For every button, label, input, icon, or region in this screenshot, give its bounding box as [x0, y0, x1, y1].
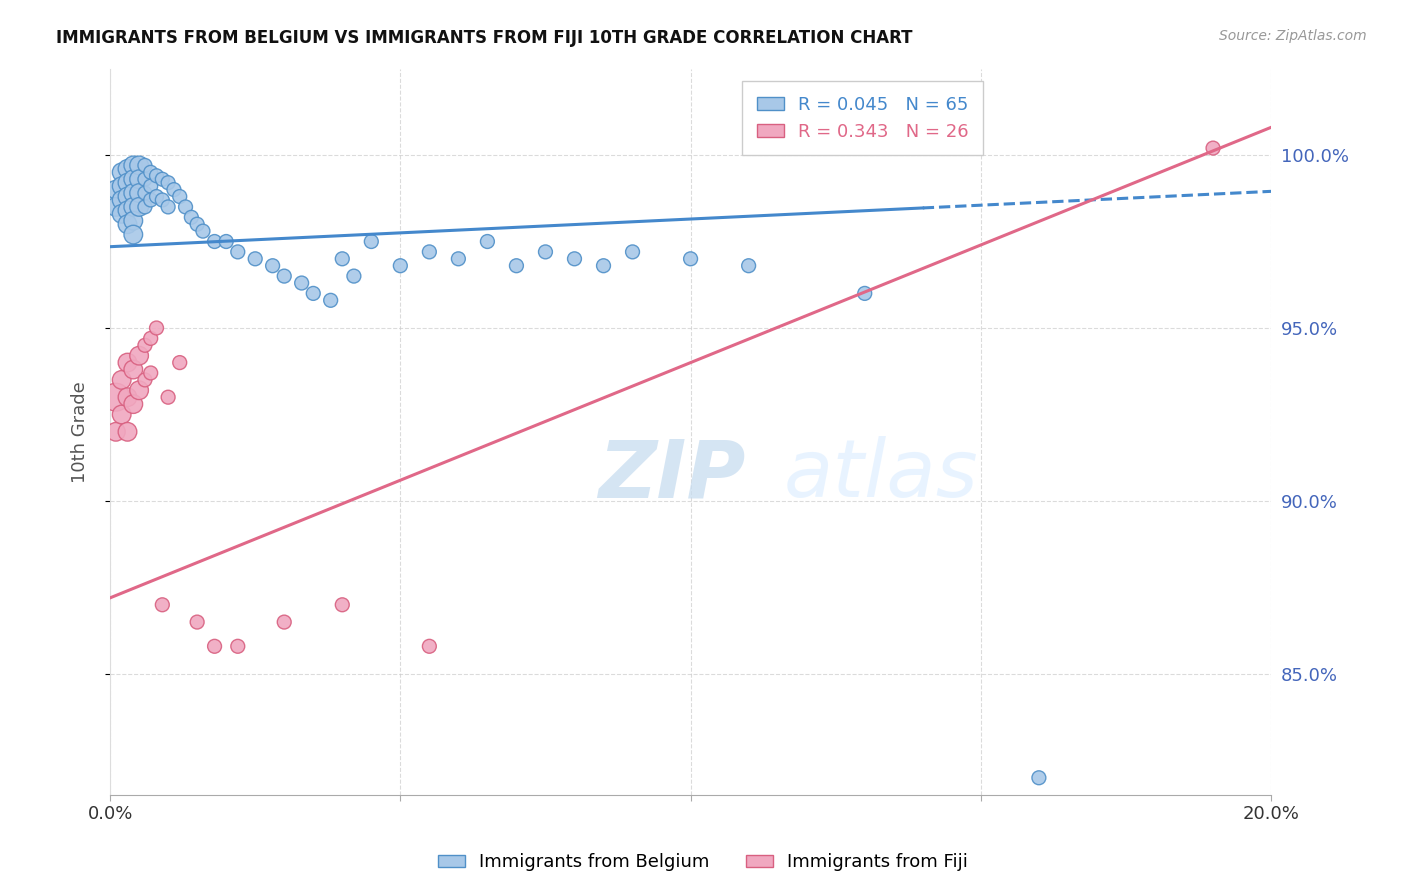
Point	[134, 373, 156, 387]
Point	[104, 390, 127, 404]
Point	[291, 276, 314, 290]
Legend: R = 0.045   N = 65, R = 0.343   N = 26: R = 0.045 N = 65, R = 0.343 N = 26	[742, 81, 983, 155]
Point	[592, 259, 614, 273]
Point	[180, 211, 202, 225]
Point	[621, 244, 644, 259]
Point	[1202, 141, 1225, 155]
Point	[104, 425, 127, 439]
Point	[117, 217, 139, 231]
Point	[122, 158, 145, 172]
Point	[128, 200, 150, 214]
Point	[111, 408, 134, 422]
Point	[302, 286, 325, 301]
Legend: Immigrants from Belgium, Immigrants from Fiji: Immigrants from Belgium, Immigrants from…	[430, 847, 976, 879]
Point	[1028, 771, 1050, 785]
Point	[117, 355, 139, 369]
Point	[273, 269, 295, 284]
Point	[186, 615, 208, 629]
Point	[204, 640, 226, 654]
Point	[122, 362, 145, 376]
Point	[128, 349, 150, 363]
Point	[104, 200, 127, 214]
Point	[117, 161, 139, 176]
Point	[169, 355, 191, 369]
Point	[111, 193, 134, 207]
Point	[111, 165, 134, 179]
Point	[163, 183, 186, 197]
Point	[319, 293, 342, 308]
Point	[134, 186, 156, 200]
Y-axis label: 10th Grade: 10th Grade	[72, 381, 89, 483]
Point	[853, 286, 876, 301]
Point	[226, 244, 249, 259]
Point	[122, 186, 145, 200]
Point	[157, 200, 180, 214]
Point	[139, 366, 162, 380]
Point	[117, 189, 139, 203]
Point	[262, 259, 284, 273]
Point	[477, 235, 499, 249]
Point	[157, 390, 180, 404]
Point	[128, 172, 150, 186]
Point	[122, 172, 145, 186]
Point	[139, 179, 162, 194]
Point	[117, 176, 139, 190]
Point	[145, 189, 167, 203]
Point	[245, 252, 267, 266]
Point	[117, 203, 139, 218]
Point	[139, 331, 162, 345]
Point	[128, 384, 150, 398]
Point	[418, 244, 440, 259]
Point	[128, 158, 150, 172]
Text: IMMIGRANTS FROM BELGIUM VS IMMIGRANTS FROM FIJI 10TH GRADE CORRELATION CHART: IMMIGRANTS FROM BELGIUM VS IMMIGRANTS FR…	[56, 29, 912, 46]
Point	[145, 169, 167, 183]
Point	[104, 183, 127, 197]
Point	[186, 217, 208, 231]
Point	[343, 269, 366, 284]
Point	[139, 165, 162, 179]
Point	[360, 235, 382, 249]
Point	[128, 186, 150, 200]
Point	[150, 598, 173, 612]
Point	[226, 640, 249, 654]
Point	[139, 193, 162, 207]
Point	[150, 193, 173, 207]
Point	[191, 224, 214, 238]
Point	[134, 200, 156, 214]
Point	[111, 207, 134, 221]
Point	[111, 179, 134, 194]
Point	[505, 259, 527, 273]
Point	[122, 227, 145, 242]
Text: Source: ZipAtlas.com: Source: ZipAtlas.com	[1219, 29, 1367, 43]
Point	[564, 252, 586, 266]
Point	[145, 321, 167, 335]
Text: atlas: atlas	[783, 436, 979, 515]
Point	[122, 213, 145, 227]
Point	[534, 244, 557, 259]
Point	[174, 200, 197, 214]
Point	[117, 425, 139, 439]
Point	[111, 373, 134, 387]
Point	[447, 252, 470, 266]
Point	[122, 200, 145, 214]
Point	[330, 252, 353, 266]
Point	[150, 172, 173, 186]
Point	[330, 598, 353, 612]
Point	[134, 338, 156, 352]
Point	[134, 158, 156, 172]
Point	[169, 189, 191, 203]
Text: ZIP: ZIP	[598, 436, 745, 515]
Point	[134, 172, 156, 186]
Point	[157, 176, 180, 190]
Point	[679, 252, 702, 266]
Point	[418, 640, 440, 654]
Point	[204, 235, 226, 249]
Point	[273, 615, 295, 629]
Point	[117, 390, 139, 404]
Point	[389, 259, 412, 273]
Point	[122, 397, 145, 411]
Point	[215, 235, 238, 249]
Point	[737, 259, 759, 273]
